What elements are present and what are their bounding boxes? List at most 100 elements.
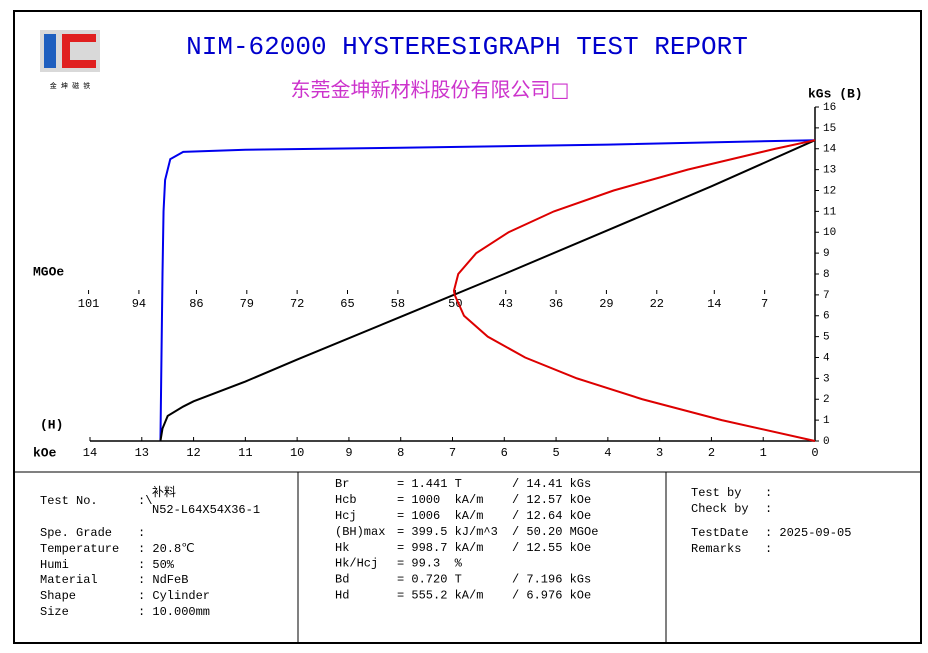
field-value: : bbox=[765, 486, 772, 500]
x2-tick-label: 14 bbox=[707, 297, 721, 311]
x2-tick-label: 101 bbox=[78, 297, 100, 311]
field-label: Humi bbox=[40, 558, 69, 572]
x-tick-label: 11 bbox=[238, 446, 252, 460]
field-value: : 2025-09-05 bbox=[765, 526, 851, 540]
x-tick-label: 9 bbox=[345, 446, 352, 460]
result-si: = 998.7 kA/m bbox=[397, 541, 483, 555]
y-axis-label: kGs (B) bbox=[808, 86, 863, 101]
result-cgs: / 7.196 kGs bbox=[512, 573, 591, 587]
y-tick-label: 9 bbox=[823, 248, 830, 260]
logo-text: 金 坤 磁 铁 bbox=[50, 81, 91, 91]
y-tick-label: 11 bbox=[823, 206, 837, 218]
x-tick-label: 14 bbox=[83, 446, 97, 460]
x-tick-label: 13 bbox=[135, 446, 149, 460]
y-tick-label: 15 bbox=[823, 123, 836, 135]
result-label: Hcj bbox=[335, 509, 357, 523]
field-value: : bbox=[765, 502, 772, 516]
x2-tick-label: 86 bbox=[189, 297, 203, 311]
field-label: Test No. bbox=[40, 494, 98, 508]
y-tick-label: 4 bbox=[823, 352, 830, 364]
y-tick-label: 5 bbox=[823, 332, 830, 344]
field-label: TestDate bbox=[691, 526, 749, 540]
field-value: : 50% bbox=[138, 558, 175, 572]
field-value: :\ bbox=[138, 494, 152, 508]
frame bbox=[13, 10, 922, 644]
x2-tick-label: 94 bbox=[132, 297, 146, 311]
field-label: Remarks bbox=[691, 542, 741, 556]
field-value: N52-L64X54X36-1 bbox=[152, 503, 260, 517]
result-si: = 555.2 kA/m bbox=[397, 588, 483, 602]
field-label: Shape bbox=[40, 589, 76, 603]
y-tick-label: 13 bbox=[823, 165, 836, 177]
field-value: : bbox=[765, 542, 772, 556]
x-tick-label: 3 bbox=[656, 446, 663, 460]
result-cgs: / 50.20 MGOe bbox=[512, 525, 598, 539]
y-tick-label: 16 bbox=[823, 102, 836, 114]
title: NIM-62000 HYSTERESIGRAPH TEST REPORT bbox=[186, 32, 748, 62]
result-si: = 99.3 % bbox=[397, 557, 463, 571]
y-tick-label: 12 bbox=[823, 185, 836, 197]
y-tick-label: 0 bbox=[823, 436, 830, 448]
result-label: Br bbox=[335, 477, 349, 491]
x2-tick-label: 50 bbox=[448, 297, 462, 311]
x-tick-label: 5 bbox=[552, 446, 559, 460]
y-tick-label: 14 bbox=[823, 144, 837, 156]
logo bbox=[40, 30, 100, 72]
field-label: Spe. Grade bbox=[40, 526, 112, 540]
x2-tick-label: 36 bbox=[549, 297, 563, 311]
field-label: Material bbox=[40, 573, 98, 587]
result-label: Hcb bbox=[335, 493, 357, 507]
y-tick-label: 2 bbox=[823, 394, 830, 406]
result-label: Hk bbox=[335, 541, 349, 555]
field-value: : 20.8℃ bbox=[138, 542, 195, 556]
x2-tick-label: 65 bbox=[340, 297, 354, 311]
x-tick-label: 1 bbox=[760, 446, 767, 460]
y-tick-label: 8 bbox=[823, 269, 830, 281]
x2-tick-label: 58 bbox=[391, 297, 405, 311]
x2-axis-label: MGOe bbox=[33, 264, 64, 279]
result-si: = 0.720 T bbox=[397, 573, 462, 587]
x-tick-label: 10 bbox=[290, 446, 304, 460]
result-cgs: / 12.64 kOe bbox=[512, 509, 591, 523]
field-value: : 10.000mm bbox=[138, 605, 210, 619]
result-cgs: / 12.55 kOe bbox=[512, 541, 591, 555]
x2-tick-label: 43 bbox=[499, 297, 513, 311]
field-label: Temperature bbox=[40, 542, 119, 556]
result-si: = 399.5 kJ/m^3 bbox=[397, 525, 498, 539]
subtitle: 东莞金坤新材料股份有限公司□ bbox=[291, 78, 570, 102]
curve bbox=[159, 139, 816, 442]
field-value: : Cylinder bbox=[138, 589, 210, 603]
y-tick-label: 7 bbox=[823, 290, 830, 302]
field-label: Check by bbox=[691, 502, 749, 516]
result-si: = 1006 kA/m bbox=[397, 509, 483, 523]
x2-tick-label: 72 bbox=[290, 297, 304, 311]
x-tick-label: 2 bbox=[708, 446, 715, 460]
x2-tick-label: 79 bbox=[240, 297, 254, 311]
curve bbox=[159, 139, 816, 442]
x2-tick-label: 29 bbox=[599, 297, 613, 311]
x2-tick-label: 22 bbox=[650, 297, 664, 311]
field-label: Size bbox=[40, 605, 69, 619]
y-tick-label: 10 bbox=[823, 227, 836, 239]
result-cgs: / 14.41 kGs bbox=[512, 477, 591, 491]
curve bbox=[452, 139, 816, 442]
y-tick-label: 3 bbox=[823, 373, 830, 385]
result-cgs: / 6.976 kOe bbox=[512, 588, 591, 602]
y-tick-label: 1 bbox=[823, 415, 830, 427]
result-label: Hk/Hcj bbox=[335, 557, 378, 571]
x-axis-label: kOe bbox=[33, 445, 57, 460]
result-label: Bd bbox=[335, 573, 349, 587]
y-tick-label: 6 bbox=[823, 311, 830, 323]
result-label: (BH)max bbox=[335, 525, 385, 539]
field-value: : NdFeB bbox=[138, 573, 188, 587]
x-tick-label: 4 bbox=[604, 446, 611, 460]
x-tick-label: 8 bbox=[397, 446, 404, 460]
field-value: : bbox=[138, 526, 145, 540]
x-tick-label: 0 bbox=[811, 446, 818, 460]
result-label: Hd bbox=[335, 588, 349, 602]
x2-tick-label: 7 bbox=[761, 297, 768, 311]
x-tick-label: 7 bbox=[449, 446, 456, 460]
field-value: 补料 bbox=[152, 485, 176, 500]
h-label: (H) bbox=[40, 417, 63, 432]
result-si: = 1.441 T bbox=[397, 477, 462, 491]
